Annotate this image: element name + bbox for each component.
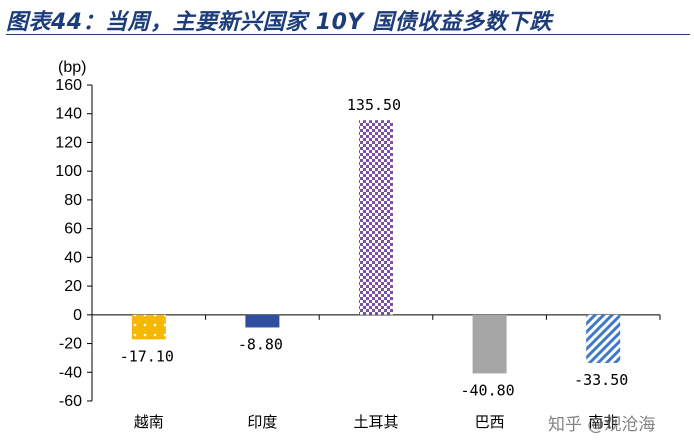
bar-4: [472, 314, 507, 374]
bar-1: [131, 314, 166, 340]
title-underline: [6, 34, 690, 35]
y-tick-label: 0: [73, 307, 82, 324]
y-tick-label: 140: [55, 106, 82, 123]
watermark: 知乎 @观沧海: [548, 415, 656, 435]
bar-2: [245, 314, 280, 328]
data-label: -17.10: [120, 347, 174, 365]
category-label: 南非: [588, 413, 618, 431]
data-label: -8.80: [238, 335, 283, 353]
y-tick-label: 80: [64, 192, 82, 209]
category-label: 印度: [247, 413, 277, 431]
y-tick-label: 160: [55, 77, 82, 94]
category-label: 越南: [134, 413, 164, 431]
bar-3: [359, 120, 393, 315]
y-tick-label: 120: [55, 134, 82, 151]
chart-title: 图表44：当周，主要新兴国家 10Y 国债收益多数下跌: [6, 10, 552, 35]
y-tick-label: -60: [59, 393, 82, 410]
category-label: 巴西: [475, 413, 505, 431]
y-axis-unit: (bp): [58, 59, 86, 76]
category-label: 土耳其: [353, 413, 398, 431]
bar-5: [586, 314, 621, 363]
data-label: -40.80: [461, 381, 515, 399]
y-tick-label: 60: [64, 221, 82, 238]
y-tick-label: -20: [59, 336, 82, 353]
data-label: 135.50: [347, 96, 401, 114]
y-tick-label: 40: [64, 249, 82, 266]
y-tick-label: -40: [59, 364, 82, 381]
data-label: -33.50: [574, 371, 628, 389]
y-tick-label: 100: [55, 163, 82, 180]
y-tick-label: 20: [64, 278, 82, 295]
